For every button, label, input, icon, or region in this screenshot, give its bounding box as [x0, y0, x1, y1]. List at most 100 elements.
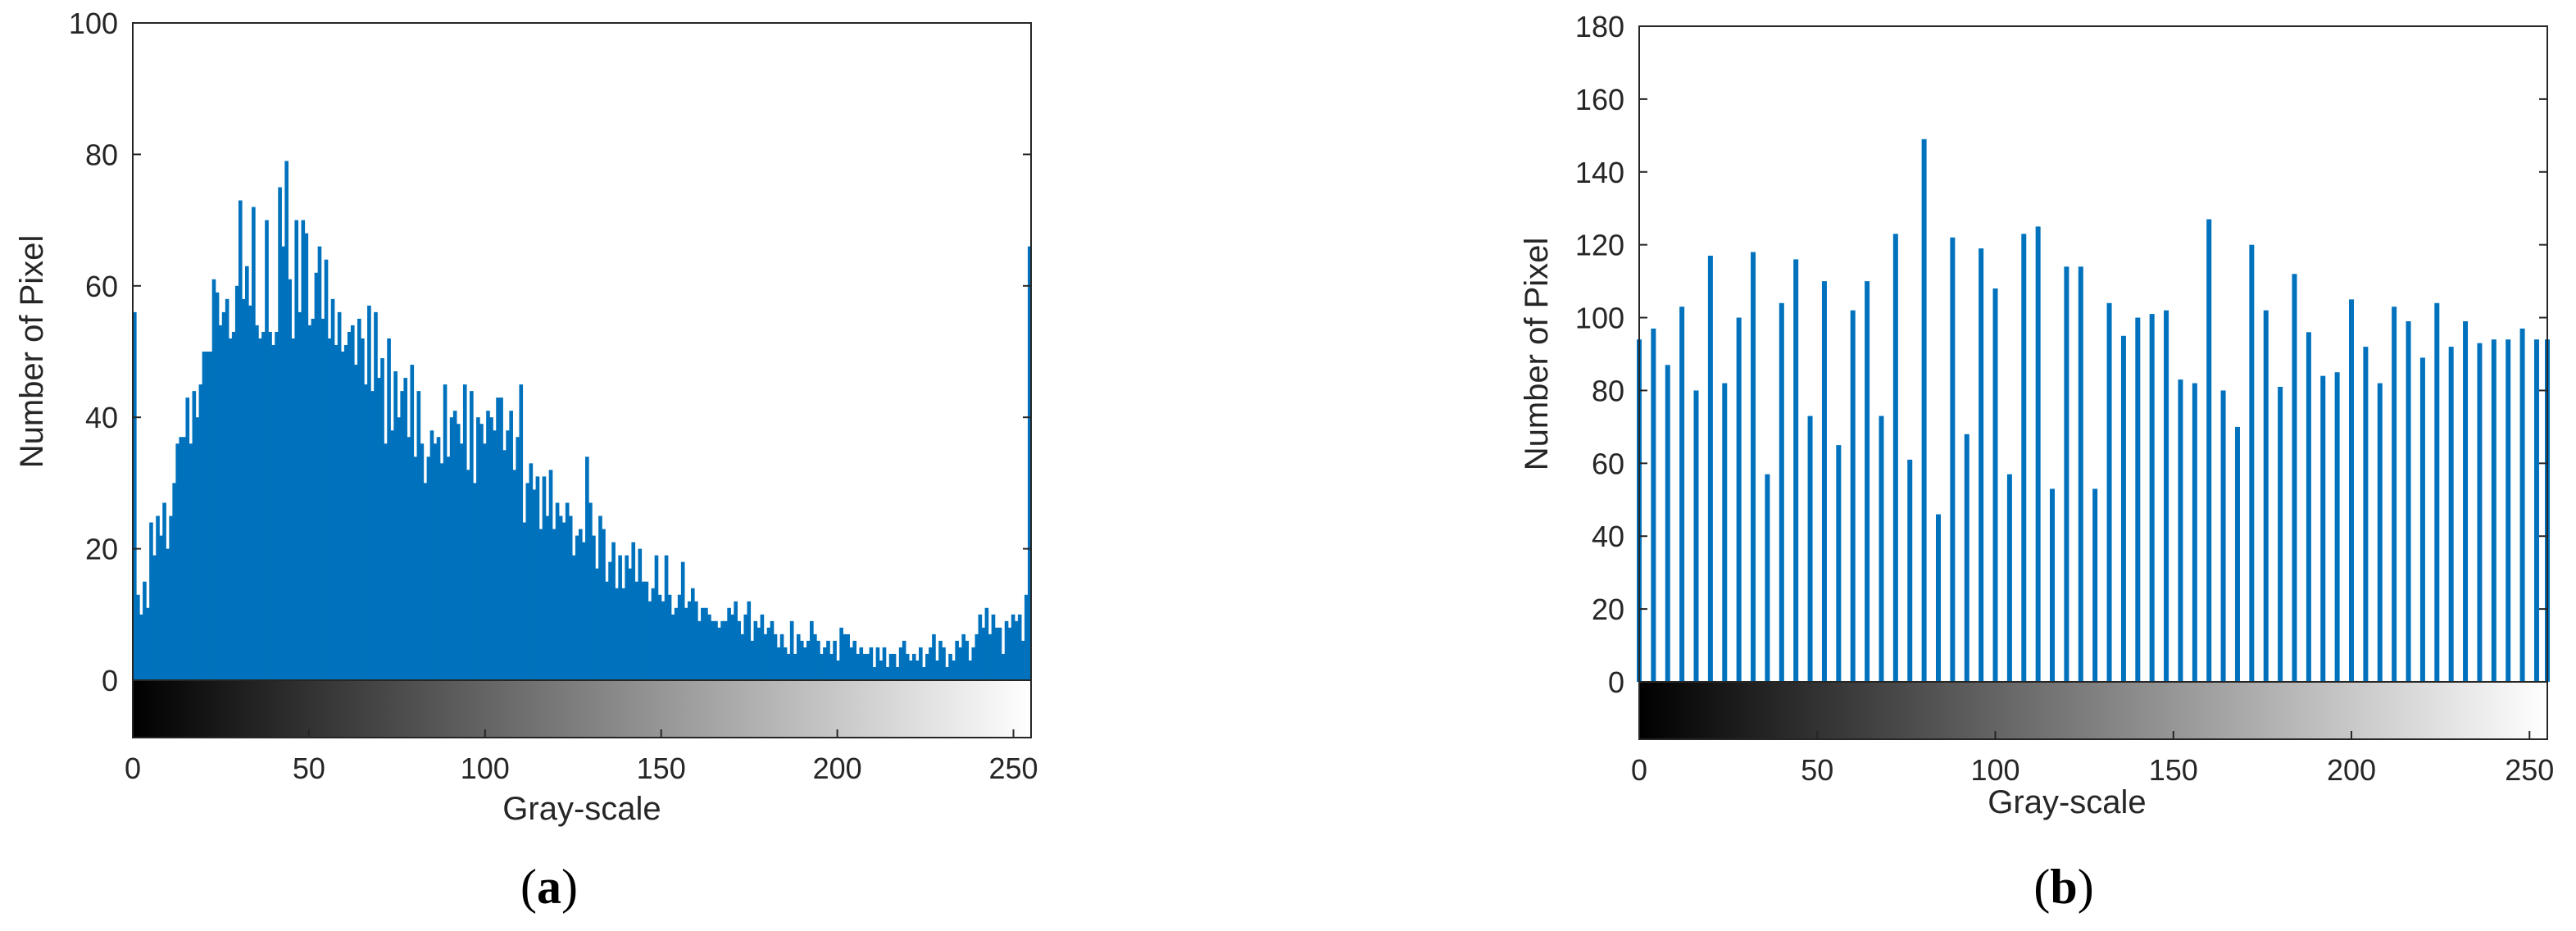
histogram-bar: [898, 647, 903, 680]
x-tick-label: 100: [461, 752, 510, 785]
histogram-bar: [905, 653, 910, 680]
histogram-bar: [2021, 234, 2027, 683]
x-tick-label: 200: [813, 752, 862, 785]
histogram-bar: [588, 502, 593, 680]
histogram-bar: [202, 352, 207, 680]
histogram-bar: [198, 384, 203, 680]
y-axis-a: 0 20 40 60 80 100: [69, 7, 1031, 697]
histogram-bar: [908, 660, 913, 680]
histogram-bar: [522, 522, 527, 680]
histogram-bar: [265, 220, 269, 681]
histogram-bar: [466, 470, 470, 680]
histogram-bar: [2463, 321, 2469, 682]
histogram-bar: [2178, 379, 2183, 682]
histogram-bar: [211, 279, 216, 680]
histogram-bar: [737, 620, 742, 680]
histogram-bar: [311, 318, 316, 680]
histogram-bar: [459, 443, 464, 680]
histogram-bar: [628, 568, 633, 680]
grayscale-colorbar-b: [1638, 681, 2548, 740]
y-axis-label-a: Number of Pixel: [14, 235, 50, 469]
histogram-bar: [568, 515, 573, 680]
histogram-bar: [955, 640, 959, 680]
histogram-bar: [2392, 307, 2397, 682]
histogram-bar: [532, 489, 537, 680]
histogram-bar: [720, 620, 725, 680]
histogram-bar: [958, 647, 962, 680]
histogram-bar: [852, 640, 857, 680]
histogram-bar: [750, 640, 755, 680]
histogram-bar: [324, 259, 329, 681]
histogram-bar: [509, 411, 513, 680]
histogram-bar: [548, 470, 553, 680]
histogram-bar: [347, 331, 352, 680]
y-tick-label: 20: [85, 533, 118, 566]
histogram-bar: [261, 331, 266, 680]
histogram-bar: [875, 647, 880, 680]
histogram-bar: [426, 456, 431, 680]
histogram-bar: [252, 207, 256, 680]
histogram-bar: [327, 338, 332, 680]
histogram-bar: [397, 417, 401, 680]
histogram-bar: [143, 581, 147, 680]
histogram-bar: [885, 666, 890, 680]
histogram-bar: [711, 620, 715, 680]
histogram-bar: [839, 627, 843, 680]
histogram-bar: [1751, 252, 1756, 682]
histogram-bar: [1950, 237, 1956, 682]
histogram-bar: [245, 266, 249, 680]
histogram-bar: [182, 437, 187, 680]
histogram-bar: [961, 634, 966, 680]
histogram-bar: [2349, 299, 2355, 682]
histogram-bar: [1707, 256, 1713, 682]
histogram-bar: [945, 666, 949, 680]
histogram-bar: [152, 555, 157, 680]
histogram-bar: [2292, 274, 2297, 682]
histogram-bar: [301, 220, 306, 681]
histogram-bar: [670, 614, 675, 680]
x-tick-label: 50: [1801, 753, 1833, 787]
histogram-bar: [1836, 445, 1842, 682]
histogram-bar: [747, 601, 752, 680]
histogram-bar: [231, 331, 236, 680]
histogram-bar: [334, 344, 338, 680]
histogram-bar: [611, 542, 616, 680]
histogram-bar: [915, 660, 920, 680]
y-tick-label: 60: [1592, 447, 1624, 480]
histogram-bar: [205, 352, 210, 680]
histogram-bar: [1722, 383, 1728, 682]
histogram-bar: [1024, 594, 1029, 680]
histogram-bar: [452, 411, 457, 680]
histogram-bar: [859, 647, 864, 680]
histogram-bar: [416, 391, 421, 680]
histogram-bar: [823, 647, 827, 680]
histogram-bar: [911, 653, 916, 680]
histogram-bar: [1004, 620, 1009, 680]
histogram-bar: [802, 647, 807, 680]
histogram-bar: [793, 653, 797, 680]
histogram-bar: [506, 430, 510, 680]
histogram-bar: [208, 352, 213, 680]
histogram-bar: [779, 634, 784, 680]
histogram-bar: [2334, 372, 2340, 682]
histogram-bar: [499, 397, 503, 680]
histogram-bar: [268, 331, 272, 680]
y-tick-label: 180: [1575, 10, 1624, 43]
histogram-bar: [1964, 434, 1969, 682]
histogram-bar: [403, 378, 408, 680]
histogram-bar: [701, 607, 705, 680]
histogram-bar: [429, 430, 434, 680]
panel-label-a: a: [537, 860, 561, 914]
histogram-bar: [727, 607, 731, 680]
histogram-bar: [869, 647, 874, 680]
histogram-bar: [756, 627, 761, 680]
histogram-bar: [1011, 614, 1015, 680]
histogram-bar: [2419, 357, 2425, 682]
histogram-bar: [2477, 343, 2483, 682]
histogram-bar: [773, 634, 778, 680]
histogram-bar: [605, 581, 609, 680]
histogram-bar: [1020, 640, 1025, 680]
histogram-bar: [826, 640, 830, 680]
histogram-bar: [730, 614, 734, 680]
histogram-bar: [582, 542, 586, 680]
